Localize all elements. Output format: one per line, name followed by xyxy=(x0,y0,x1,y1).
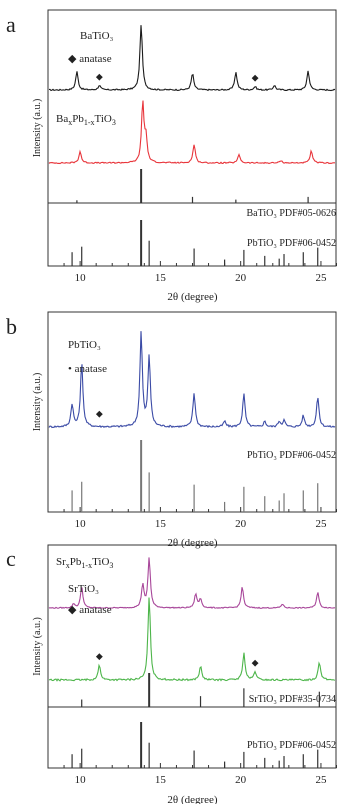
panel-letter: c xyxy=(6,546,16,571)
series-line-0 xyxy=(49,25,336,92)
reference-label: PbTiO₃ PDF#06-0452 xyxy=(247,238,336,249)
reference-label: PbTiO₃ PDF#06-0452 xyxy=(247,740,336,751)
plot-frame xyxy=(47,544,337,769)
y-axis-label: Intensity (a.u.) xyxy=(32,373,43,432)
x-tick-label: 20 xyxy=(235,272,247,284)
plot-frame xyxy=(47,9,337,267)
anatase-marker: ◆ xyxy=(252,73,259,83)
x-tick-label: 10 xyxy=(75,518,87,530)
anatase-marker: ◆ xyxy=(96,71,103,81)
y-axis-label: Intensity (a.u.) xyxy=(32,617,43,676)
series-line-1 xyxy=(48,597,336,682)
panel-a: a Intensity (a.u.) 10 15 20 25 2θ (degree) BaTi… xyxy=(6,9,337,303)
panel-b: b Intensity (a.u.) 10 15 20 25 2θ (degree) PbTi… xyxy=(6,311,337,549)
x-axis-label: 2θ (degree) xyxy=(167,291,217,303)
reference-label: SrTiO₃ PDF#35-0734 xyxy=(249,694,336,705)
x-tick-label: 25 xyxy=(315,518,327,530)
x-tick-label: 15 xyxy=(155,272,167,284)
reference-label: PbTiO₃ PDF#06-0452 xyxy=(247,450,336,461)
x-tick-label: 25 xyxy=(315,774,327,786)
x-tick-label: 20 xyxy=(235,518,247,530)
x-tick-label: 15 xyxy=(155,774,167,786)
series-label: BaTiO₃ xyxy=(80,30,114,42)
x-tick-label: 10 xyxy=(75,272,87,284)
anatase-marker: ◆ xyxy=(96,408,103,418)
panel-c: c Intensity (a.u.) 10 15 20 25 2θ (degree) SrxP… xyxy=(6,544,337,804)
series-label: SrxPb1-xTiO3 xyxy=(56,556,113,570)
reference-label: BaTiO₃ PDF#05-0626 xyxy=(246,208,336,219)
series-label: BaxPb1-xTiO3 xyxy=(56,113,116,127)
x-tick-label: 15 xyxy=(155,518,167,530)
series-label: PbTiO₃ xyxy=(68,339,101,351)
series-line-0 xyxy=(48,557,336,610)
x-tick-label: 25 xyxy=(315,272,327,284)
x-axis-label: 2θ (degree) xyxy=(167,537,217,549)
anatase-marker: ◆ xyxy=(96,651,103,661)
panel-letter: b xyxy=(6,314,17,339)
y-axis-label: Intensity (a.u.) xyxy=(32,99,43,158)
series-line-1 xyxy=(48,100,335,165)
series-label: • anatase xyxy=(68,363,107,375)
x-tick-label: 20 xyxy=(235,774,247,786)
anatase-marker: ◆ xyxy=(252,658,259,668)
series-label: ◆ anatase xyxy=(68,604,112,616)
panel-letter: a xyxy=(6,12,16,37)
series-label: SrTiO₃ xyxy=(68,583,99,595)
x-tick-label: 10 xyxy=(75,774,87,786)
series-label: ◆ anatase xyxy=(68,53,112,65)
x-axis-label: 2θ (degree) xyxy=(167,794,217,804)
series-line-0 xyxy=(48,331,336,429)
